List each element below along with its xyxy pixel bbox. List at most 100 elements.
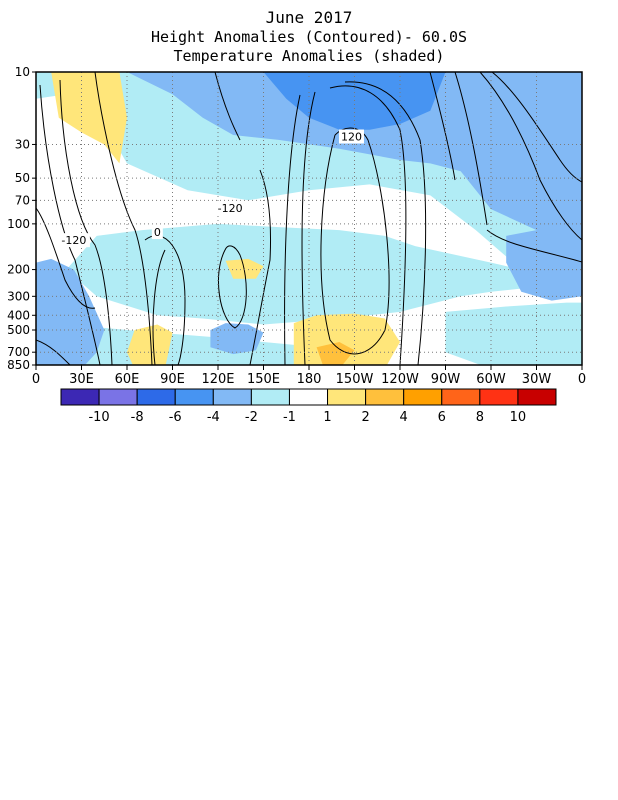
contour-line: [344, 81, 427, 365]
contour-line: [479, 72, 582, 241]
x-axis-tick-labels: 0 30E 60E 90E 120E 150E 180 150W 120W 90W 60W 30W 0: [32, 372, 586, 387]
colorbar-swatch: [479, 388, 519, 406]
contour-line: [39, 84, 101, 365]
height-anomaly-contours: [36, 72, 582, 365]
contour-line: [152, 249, 166, 365]
contour-line: [218, 245, 247, 329]
x-tick-label: 30E: [69, 372, 94, 387]
colorbar-label: -2: [245, 410, 258, 425]
shaded-region: [293, 313, 400, 365]
colorbar-label: 2: [361, 410, 369, 425]
x-tick-label: 120W: [381, 372, 419, 387]
contour-label: 0: [154, 226, 161, 239]
axis-ticks: [32, 71, 583, 370]
colorbar-swatch: [250, 388, 290, 406]
contour-line: [214, 72, 241, 141]
chart-subtitle-1: Height Anomalies (Contoured)- 60.0S: [150, 28, 468, 46]
colorbar-swatch: [365, 388, 405, 406]
contour-line: [301, 91, 316, 365]
colorbar-label: 6: [438, 410, 446, 425]
shaded-region: [316, 342, 355, 365]
shaded-region: [127, 324, 173, 365]
x-tick-label: 90W: [431, 372, 461, 387]
colorbar-swatch: [212, 388, 252, 406]
x-tick-label: 0: [32, 372, 40, 387]
y-tick-label: 100: [7, 217, 30, 231]
contour-line: [454, 72, 488, 226]
colorbar-label: 8: [476, 410, 484, 425]
contour-line: [36, 207, 96, 309]
contour-labels: -120 0 -120 120: [57, 129, 364, 248]
x-tick-label: 180: [297, 372, 322, 387]
y-tick-label: 70: [15, 193, 30, 207]
colorbar-label: 10: [510, 410, 527, 425]
colorbar-label: 1: [323, 410, 331, 425]
shaded-region: [51, 72, 128, 164]
shaded-region: [210, 323, 264, 355]
colorbar: [60, 388, 557, 406]
x-tick-label: 0: [578, 372, 586, 387]
contour-line: [94, 72, 153, 365]
colorbar-labels: -10 -8 -6 -4 -2 -1 1 2 4 6 8 10: [88, 410, 526, 425]
x-tick-label: 150E: [247, 372, 280, 387]
x-tick-label: 150W: [336, 372, 374, 387]
chart-title-block: June 2017 Height Anomalies (Contoured)- …: [0, 8, 618, 66]
contour-label: -120: [218, 202, 243, 215]
contour-label-bg: [57, 233, 90, 248]
y-tick-label: 50: [15, 171, 30, 185]
y-tick-label: 10: [15, 65, 30, 79]
colorbar-swatch: [136, 388, 176, 406]
contour-line: [249, 169, 271, 365]
shaded-region: [66, 223, 582, 325]
contour-label: 120: [341, 131, 362, 144]
contour-line: [320, 127, 390, 355]
contour-label-bg: [338, 129, 364, 144]
colorbar-swatch: [517, 388, 557, 406]
y-tick-label: 850: [7, 358, 30, 372]
shaded-region: [36, 258, 105, 365]
shaded-region: [506, 223, 582, 301]
shaded-region: [127, 72, 582, 231]
contour-label-bg: [151, 225, 163, 240]
shaded-region: [36, 327, 309, 365]
x-tick-label: 60E: [115, 372, 140, 387]
chart-subtitle-2: Temperature Anomalies (shaded): [173, 47, 445, 65]
colorbar-swatch: [98, 388, 138, 406]
contour-line: [284, 94, 301, 365]
colorbar-label: -10: [88, 410, 109, 425]
colorbar-swatch: [288, 388, 329, 406]
y-tick-label: 200: [7, 263, 30, 277]
colorbar-label: -4: [207, 410, 220, 425]
contour-line: [429, 72, 456, 181]
contour-line: [59, 79, 113, 365]
colorbar-swatch: [441, 388, 481, 406]
contour-label: -120: [61, 234, 86, 247]
colorbar-label: -1: [283, 410, 296, 425]
colorbar-swatch: [403, 388, 443, 406]
shaded-region: [445, 302, 582, 365]
contour-line: [329, 85, 407, 365]
x-tick-label: 120E: [201, 372, 234, 387]
chart-title: June 2017: [265, 8, 353, 27]
colorbar-swatch: [327, 388, 367, 406]
x-tick-label: 90E: [160, 372, 185, 387]
temperature-anomaly-shading: [36, 72, 582, 365]
colorbar-label: -6: [169, 410, 182, 425]
y-tick-label: 30: [15, 137, 30, 151]
y-tick-label: 500: [7, 323, 30, 337]
colorbar-swatch: [174, 388, 214, 406]
x-tick-label: 30W: [522, 372, 552, 387]
contour-line: [486, 229, 582, 263]
y-tick-label: 700: [7, 345, 30, 359]
x-tick-label: 60W: [476, 372, 506, 387]
colorbar-label: -8: [131, 410, 144, 425]
contour-line: [36, 339, 71, 365]
plot-grid: [36, 72, 582, 365]
y-tick-label: 300: [7, 289, 30, 303]
colorbar-label: 4: [400, 410, 408, 425]
contour-label-bg: [214, 201, 247, 216]
colorbar-swatch: [60, 388, 100, 406]
y-tick-label: 400: [7, 308, 30, 322]
